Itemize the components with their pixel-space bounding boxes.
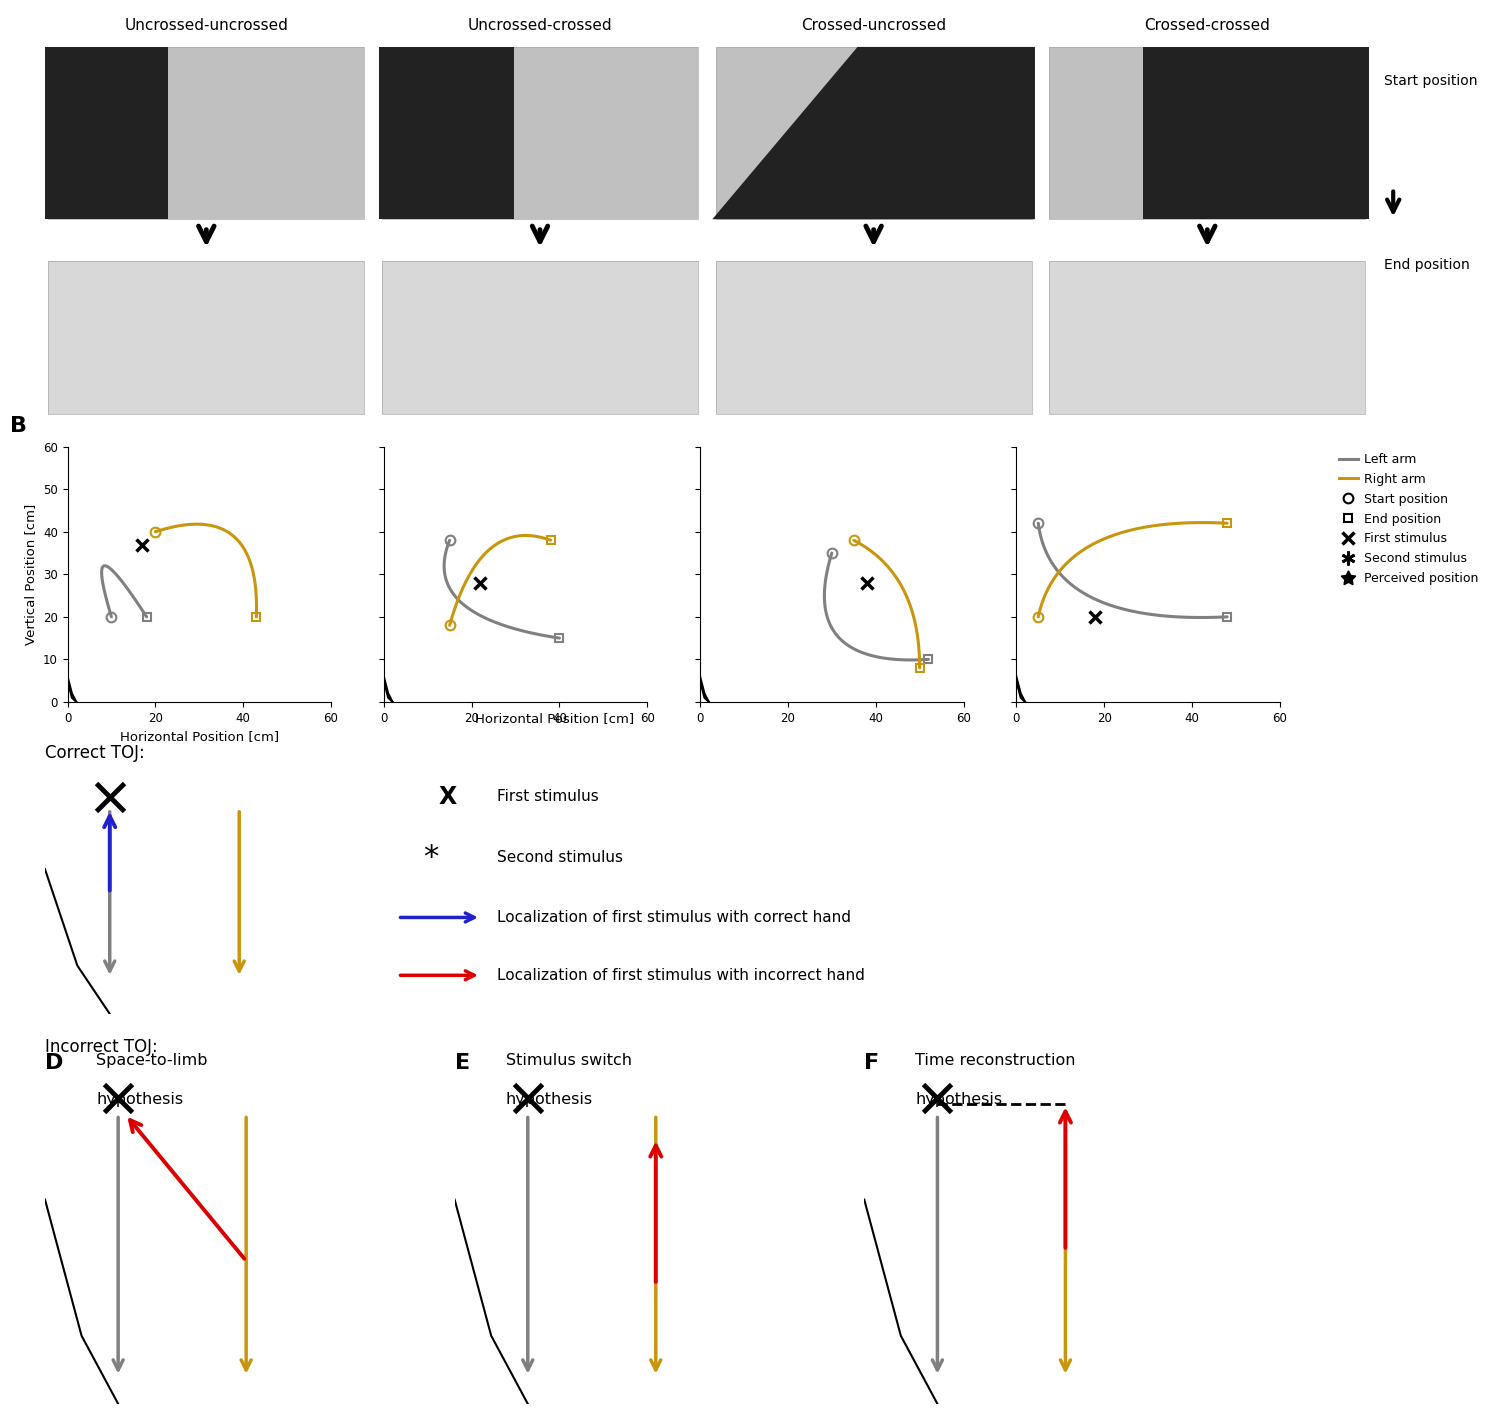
Text: hypothesis: hypothesis bbox=[506, 1092, 592, 1107]
Title: Crossed-uncrossed: Crossed-uncrossed bbox=[801, 18, 946, 33]
FancyBboxPatch shape bbox=[48, 261, 364, 414]
Title: Uncrossed-crossed: Uncrossed-crossed bbox=[468, 18, 612, 33]
X-axis label: Horizontal Position [cm]: Horizontal Position [cm] bbox=[120, 730, 279, 743]
Text: Time reconstruction: Time reconstruction bbox=[915, 1054, 1076, 1068]
Text: Localization of first stimulus with incorrect hand: Localization of first stimulus with inco… bbox=[498, 968, 865, 983]
Text: Stimulus switch: Stimulus switch bbox=[506, 1054, 632, 1068]
FancyBboxPatch shape bbox=[382, 47, 698, 220]
Text: Horizontal Position [cm]: Horizontal Position [cm] bbox=[476, 712, 634, 725]
FancyBboxPatch shape bbox=[1048, 47, 1365, 220]
Text: Localization of first stimulus with correct hand: Localization of first stimulus with corr… bbox=[498, 910, 852, 925]
Text: Start position: Start position bbox=[1384, 74, 1478, 88]
Text: E: E bbox=[454, 1054, 470, 1073]
Text: hypothesis: hypothesis bbox=[96, 1092, 183, 1107]
Title: Crossed-crossed: Crossed-crossed bbox=[1144, 18, 1270, 33]
Text: D: D bbox=[45, 1054, 63, 1073]
Text: End position: End position bbox=[1384, 258, 1470, 272]
FancyBboxPatch shape bbox=[716, 47, 1032, 220]
Y-axis label: Vertical Position [cm]: Vertical Position [cm] bbox=[24, 503, 38, 645]
Text: Correct TOJ:: Correct TOJ: bbox=[45, 744, 144, 763]
Text: hypothesis: hypothesis bbox=[915, 1092, 1002, 1107]
Polygon shape bbox=[378, 47, 514, 220]
Text: Second stimulus: Second stimulus bbox=[498, 849, 624, 865]
Polygon shape bbox=[45, 47, 168, 220]
Title: Uncrossed-uncrossed: Uncrossed-uncrossed bbox=[124, 18, 288, 33]
Text: *: * bbox=[423, 842, 438, 872]
Text: X: X bbox=[438, 786, 456, 808]
Legend: Left arm, Right arm, Start position, End position, First stimulus, Second stimul: Left arm, Right arm, Start position, End… bbox=[1340, 452, 1478, 586]
Text: B: B bbox=[9, 417, 27, 437]
Text: Incorrect TOJ:: Incorrect TOJ: bbox=[45, 1038, 158, 1056]
FancyBboxPatch shape bbox=[382, 261, 698, 414]
FancyBboxPatch shape bbox=[1048, 261, 1365, 414]
Polygon shape bbox=[712, 47, 1035, 220]
Text: F: F bbox=[864, 1054, 879, 1073]
Text: Space-to-limb: Space-to-limb bbox=[96, 1054, 207, 1068]
FancyBboxPatch shape bbox=[716, 261, 1032, 414]
Text: First stimulus: First stimulus bbox=[498, 790, 598, 804]
Polygon shape bbox=[1143, 47, 1368, 220]
FancyBboxPatch shape bbox=[48, 47, 364, 220]
